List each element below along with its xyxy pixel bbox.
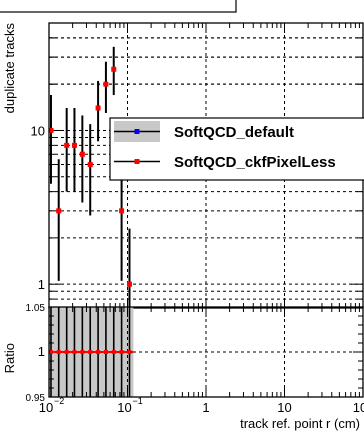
- main-y-tick-label: 10: [31, 123, 45, 138]
- ratio-plot-border: [48, 306, 364, 398]
- x-axis-title: track ref. point r (cm): [240, 416, 360, 431]
- legend-label-default: SoftQCD_default: [174, 124, 294, 141]
- x-tick-label-base: 10: [277, 400, 291, 415]
- ratio-point: [127, 350, 132, 354]
- y-axis-title: duplicate tracks: [2, 23, 17, 114]
- data-point: [95, 105, 101, 111]
- x-tick-label: 1: [202, 400, 209, 415]
- ratio-y-tick-label: 1.05: [26, 303, 46, 314]
- x-tick-label: 102: [353, 400, 364, 415]
- x-tick-label-base: 10: [117, 400, 131, 415]
- ratio-y-tick-label: 1: [38, 344, 45, 359]
- ratio-point: [56, 350, 61, 354]
- x-tick-label: 10: [277, 400, 291, 415]
- x-tick-label: 10 −2: [39, 396, 65, 415]
- ratio-point: [48, 350, 53, 354]
- data-point: [71, 142, 77, 148]
- ratio-point: [80, 350, 85, 354]
- legend-swatch-default-marker: [134, 129, 140, 134]
- legend-label-ckf: SoftQCD_ckfPixelLess: [174, 154, 336, 171]
- ratio-y-tick-label: 0.95: [26, 393, 46, 404]
- main-series: [48, 46, 132, 308]
- data-point: [111, 66, 117, 72]
- ratio-point: [103, 350, 108, 354]
- x-tick-label-base: 10: [39, 400, 53, 415]
- x-tick-labels: 10−210−1110102: [39, 396, 364, 415]
- x-tick-label-exponent: −2: [54, 396, 64, 406]
- ratio-point: [64, 350, 69, 354]
- x-tick-label-base: 1: [202, 400, 209, 415]
- legend-swatch-ckf-marker: [134, 159, 140, 164]
- data-point: [56, 208, 62, 214]
- ratio-series: [48, 350, 134, 354]
- x-tick-label-exponent: −1: [133, 396, 143, 406]
- data-point: [126, 281, 132, 287]
- data-point: [48, 127, 54, 133]
- ratio-y-tick-labels: 0.95 1 1.05: [26, 303, 46, 404]
- title-box: [0, 0, 237, 13]
- x-tick-label-base: 10: [353, 400, 364, 415]
- main-y-tick-labels: 1 10: [31, 123, 45, 292]
- ratio-point: [111, 350, 116, 354]
- ratio-point: [88, 350, 93, 354]
- ratio-point: [72, 350, 77, 354]
- data-point: [119, 208, 125, 214]
- data-point: [64, 142, 70, 148]
- data-point: [79, 151, 85, 157]
- legend: SoftQCD_default SoftQCD_ckfPixelLess: [109, 117, 364, 181]
- x-tick-label: 10 −1: [117, 396, 143, 415]
- data-point: [87, 162, 93, 168]
- main-y-tick-label: 1: [38, 277, 45, 292]
- ratio-point: [119, 350, 124, 354]
- ratio-y-axis-title: Ratio: [2, 343, 17, 373]
- data-point: [103, 81, 109, 87]
- ratio-point: [96, 350, 101, 354]
